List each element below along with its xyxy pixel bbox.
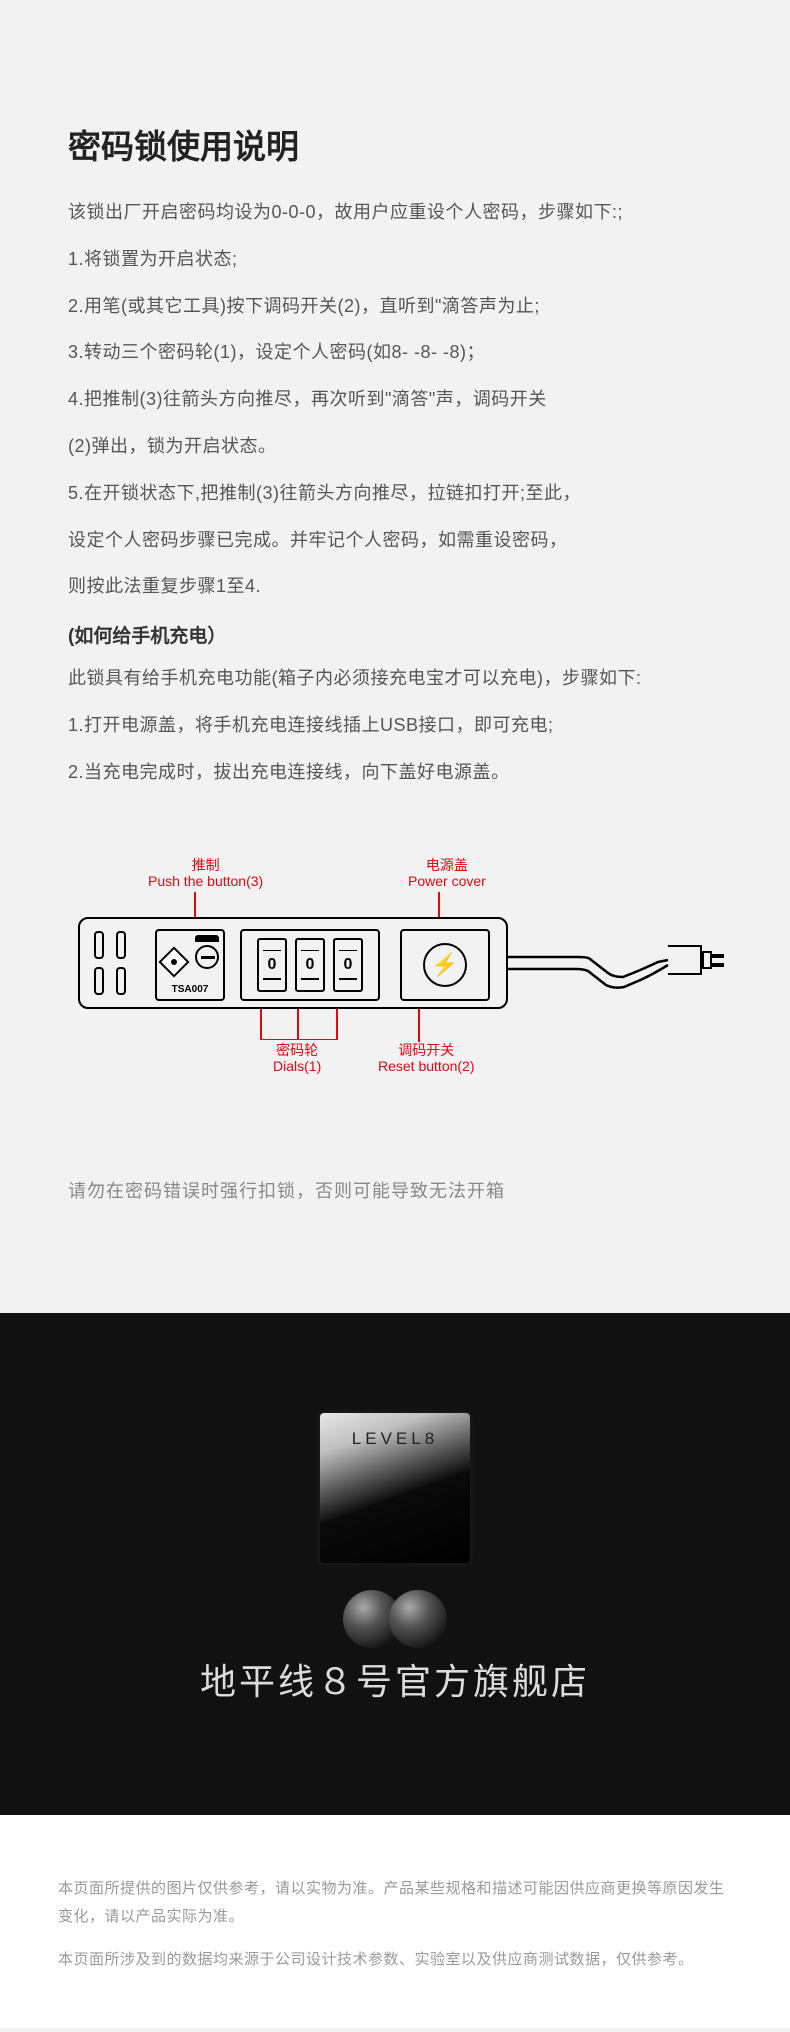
dial: 0 xyxy=(295,938,325,992)
label-reset-cn: 调码开关 xyxy=(398,1042,454,1058)
label-power: 电源盖 Power cover xyxy=(408,857,486,891)
label-push-en: Push the button(3) xyxy=(148,873,263,890)
usb-pin xyxy=(712,963,724,967)
usb-plug-body xyxy=(668,945,702,975)
lock-body: TSA007 0 0 0 ⚡ xyxy=(78,917,508,1009)
label-push: 推制 Push the button(3) xyxy=(148,857,263,891)
usb-plug-front xyxy=(702,951,712,969)
para: 此锁具有给手机充电功能(箱子内必须接充电宝才可以充电)，步骤如下: xyxy=(68,664,722,693)
para: 2.当充电完成时，拔出充电连接线，向下盖好电源盖。 xyxy=(68,758,722,787)
footer-para: 本页面所提供的图片仅供参考，请以实物为准。产品某些规格和描述可能因供应商更换等原… xyxy=(58,1875,732,1932)
pointer-line xyxy=(297,1039,337,1041)
para: 1.打开电源盖，将手机充电连接线插上USB接口，即可充电; xyxy=(68,711,722,740)
disclaimer-section: 本页面所提供的图片仅供参考，请以实物为准。产品某些规格和描述可能因供应商更换等原… xyxy=(0,1815,790,2029)
para: 2.用笔(或其它工具)按下调码开关(2)，直听到"滴答声为止; xyxy=(68,292,722,321)
para: 3.转动三个密码轮(1)，设定个人密码(如8- -8- -8)； xyxy=(68,338,722,367)
tsa-keyhole-panel: TSA007 xyxy=(155,929,225,1001)
keyhole-icon xyxy=(195,945,219,969)
label-power-en: Power cover xyxy=(408,873,486,890)
dial: 0 xyxy=(257,938,287,992)
para: 1.将锁置为开启状态; xyxy=(68,245,722,274)
dial: 0 xyxy=(333,938,363,992)
pointer-line xyxy=(260,1039,298,1041)
label-power-cn: 电源盖 xyxy=(426,857,468,873)
brand-logo: LEVEL8 xyxy=(320,1413,470,1613)
para: 设定个人密码步骤已完成。并牢记个人密码，如需重设密码， xyxy=(68,526,722,555)
para: 该锁出厂开启密码均设为0-0-0，故用户应重设个人密码，步骤如下:; xyxy=(68,198,722,227)
bolt-icon: ⚡ xyxy=(431,952,458,978)
store-name: 地平线８号官方旗舰店 xyxy=(200,1653,590,1705)
lock-diagram: 推制 Push the button(3) 电源盖 Power cover 密码… xyxy=(68,827,722,1107)
label-push-cn: 推制 xyxy=(192,857,220,873)
ridge xyxy=(195,935,219,942)
para: 4.把推制(3)往箭头方向推尽，再次听到"滴答"声，调码开关 xyxy=(68,385,722,414)
footer-para: 本页面所涉及到的数据均来源于公司设计技术参数、实验室以及供应商测试数据，仅供参考… xyxy=(58,1946,732,1975)
tsa-dot xyxy=(171,959,177,965)
charge-heading: (如何给手机充电） xyxy=(68,621,722,648)
label-reset: 调码开关 Reset button(2) xyxy=(378,1042,475,1076)
brand-section: LEVEL8 地平线８号官方旗舰店 xyxy=(0,1313,790,1815)
para: 则按此法重复步骤1至4. xyxy=(68,572,722,601)
label-reset-en: Reset button(2) xyxy=(378,1058,475,1075)
usb-pin xyxy=(712,954,724,958)
instructions-section: 密码锁使用说明 该锁出厂开启密码均设为0-0-0，故用户应重设个人密码，步骤如下… xyxy=(0,0,790,1313)
page-title: 密码锁使用说明 xyxy=(68,120,722,168)
label-dials: 密码轮 Dials(1) xyxy=(273,1042,321,1076)
tsa-text: TSA007 xyxy=(157,984,223,995)
para: 5.在开锁状态下,把推制(3)往箭头方向推尽，拉链扣打开;至此， xyxy=(68,479,722,508)
dial-panel: 0 0 0 xyxy=(240,929,380,1001)
zipper-slots xyxy=(94,931,126,995)
logo-circles-icon xyxy=(349,1590,441,1648)
power-icon: ⚡ xyxy=(423,943,467,987)
para: (2)弹出，锁为开启状态。 xyxy=(68,432,722,461)
label-dials-en: Dials(1) xyxy=(273,1058,321,1075)
logo-card: LEVEL8 xyxy=(320,1413,470,1563)
power-cover: ⚡ xyxy=(400,929,490,1001)
logo-text: LEVEL8 xyxy=(320,1429,470,1449)
label-dials-cn: 密码轮 xyxy=(276,1042,318,1058)
warning-text: 请勿在密码错误时强行扣锁，否则可能导致无法开箱 xyxy=(68,1177,722,1203)
